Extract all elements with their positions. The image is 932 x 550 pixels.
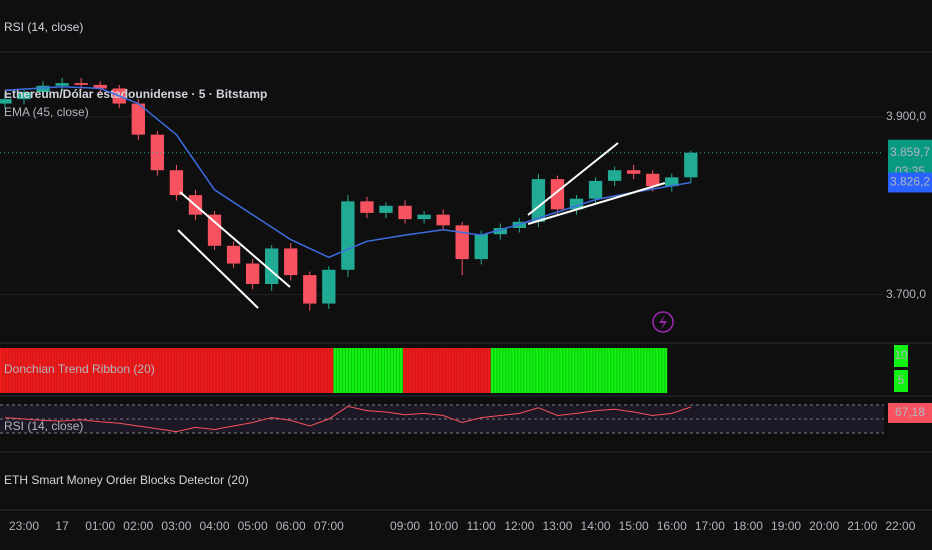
ribbon-segment [0,348,334,393]
trend-lines [177,142,666,309]
candle-body [379,205,393,213]
candle-body [588,180,603,199]
x-tick-label: 17 [55,519,69,533]
candle-body [493,228,507,235]
alert-circle[interactable] [652,311,674,333]
ribbon-segment [333,348,404,393]
x-tick-label: 21:00 [847,519,877,533]
legend-entry: EMA (45, close) [4,105,89,119]
trend-line [527,182,666,225]
ema-last-label: 3.826,2 [890,175,930,189]
candle-body [284,248,298,276]
candle-body [55,83,69,86]
trend-line [179,191,291,288]
candle-body [341,201,355,270]
x-tick-label: 01:00 [85,519,115,533]
pane-separators [0,51,932,511]
candle-body [665,177,679,187]
x-tick-label: 07:00 [314,519,344,533]
ribbon-axis-label: 10 [894,348,908,362]
candle-body [74,83,88,85]
trend-line [527,142,619,216]
candle-body [0,99,12,104]
candle-body [474,234,488,260]
trend-line [177,229,259,309]
candle-body [17,92,31,100]
ribbon-axis-label: 5 [898,373,905,387]
candle-body [36,85,50,92]
x-tick-label: 04:00 [200,519,230,533]
ribbon-segment [403,348,491,393]
drawn-series: 23:00 17 01:00 02:00 03:00 04:00 05:00 06:00 07:… [0,77,932,533]
rsi-value-label: 67,18 [895,405,925,419]
candle-body [531,179,546,222]
candle-body [245,263,260,284]
x-tick-label: 13:00 [542,519,572,533]
candle-body [436,214,450,226]
x-tick-label: 11:00 [467,519,496,533]
x-tick-label: 18:00 [733,519,763,533]
candle-body [550,179,565,210]
pane-label: RSI (14, close) [4,20,83,34]
ema-label-box [888,172,932,193]
x-tick-label: 23:00 [9,519,39,533]
ribbon-axis-box [894,370,908,392]
rsi-band-fill [0,405,884,433]
alert-icon[interactable] [652,311,674,333]
ribbon-title: Donchian Trend Ribbon (20) [4,362,155,376]
x-tick-label: 05:00 [238,519,268,533]
candle-body [226,245,241,264]
x-tick-label: 22:00 [885,519,915,533]
candle-body [150,134,165,171]
x-tick-label: 19:00 [771,519,801,533]
ribbon-axis-box [894,345,908,367]
candle-body [455,225,469,260]
x-tick-label: 10:00 [428,519,458,533]
candle-body [360,201,374,213]
rsi-label-box [888,402,932,423]
rsi-line [4,405,691,433]
x-tick-label: 09:00 [390,519,420,533]
candle-body [398,205,412,220]
candle-body [303,275,317,304]
last-price-label: 3.859,7 [890,145,930,159]
x-tick-label: 03:00 [161,519,191,533]
x-tick-label: 17:00 [695,519,725,533]
x-tick-label: 02:00 [123,519,153,533]
candle-body [569,198,584,210]
x-tick-label: 20:00 [809,519,839,533]
candle-body [322,269,336,304]
y-tick-label: 3.700,0 [886,287,926,301]
alert-bolt[interactable] [659,315,667,330]
x-tick-label: 06:00 [276,519,306,533]
candle-body [93,84,107,89]
x-tick-label: 14:00 [581,519,611,533]
candle-body [417,214,431,220]
chart-title: Ethereum/Dólar estadounidense · 5 · Bits… [4,87,267,101]
ribbon-segment [490,348,668,393]
candle-body [207,214,222,246]
x-tick-label: 16:00 [657,519,687,533]
ema-line [4,85,691,259]
rsi-title: RSI (14, close) [4,419,83,433]
candle-body [684,152,698,178]
candle-body [169,170,184,196]
candle-body [646,173,660,187]
x-tick-label: 12:00 [504,519,534,533]
candle-body [626,170,641,174]
candle-body [131,103,145,135]
candle-body [607,170,622,181]
y-tick-label: 3.900,0 [886,109,926,123]
x-tick-label: 15:00 [619,519,649,533]
pane-label: ETH Smart Money Order Blocks Detector (2… [4,473,249,487]
